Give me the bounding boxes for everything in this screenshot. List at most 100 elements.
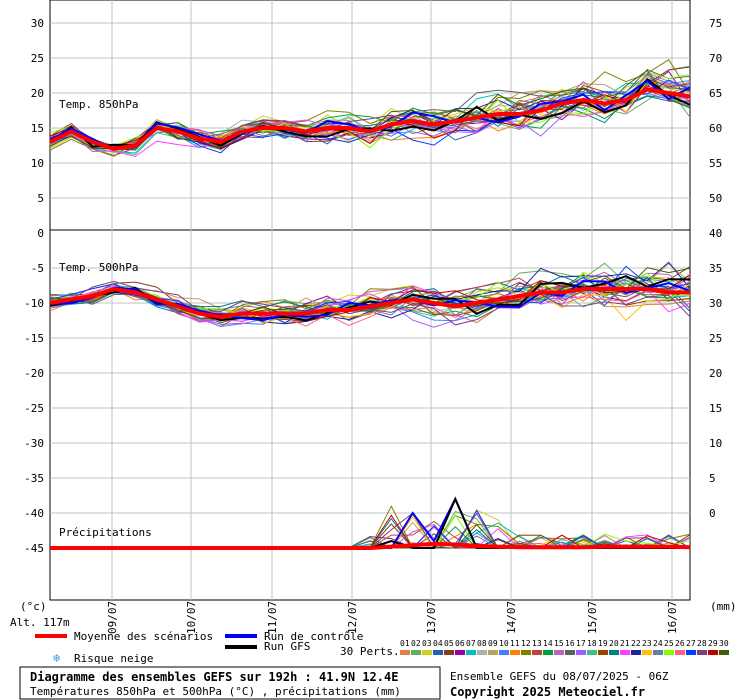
tick-left-850: 25: [31, 52, 44, 65]
pert-number: 08: [477, 639, 487, 648]
pert-number: 12: [521, 639, 531, 648]
pert-number: 30: [719, 639, 729, 648]
legend-control: Run de contrôle: [264, 630, 363, 643]
pert-swatch: [466, 650, 476, 655]
pert-number: 24: [653, 639, 663, 648]
tick-left-500: -30: [24, 437, 44, 450]
pert-swatch: [642, 650, 652, 655]
pert-swatch: [697, 650, 707, 655]
label-precip: Précipitations: [59, 526, 152, 539]
precip-mean-line: [50, 541, 691, 550]
pert-number: 14: [543, 639, 553, 648]
tick-right-850: 50: [709, 192, 722, 205]
pert-swatch: [565, 650, 575, 655]
legend-snow: Risque neige: [74, 652, 153, 665]
pert-number: 13: [532, 639, 542, 648]
tick-right-850: 65: [709, 87, 722, 100]
pert-swatch: [708, 650, 718, 655]
unit-right: (mm): [710, 600, 737, 613]
pert-swatch: [532, 650, 542, 655]
legend-control-swatch: [225, 634, 257, 638]
footer-run: Ensemble GEFS du 08/07/2025 - 06Z: [450, 670, 669, 683]
pert-swatch: [609, 650, 619, 655]
pert-number: 15: [554, 639, 564, 648]
tick-right-850: 55: [709, 157, 722, 170]
pert-number: 19: [598, 639, 608, 648]
plot-frame: [49, 0, 691, 601]
pert-swatch: [400, 650, 410, 655]
tick-left-850: 0: [37, 227, 44, 240]
pert-number: 25: [664, 639, 674, 648]
pert-number: 05: [444, 639, 454, 648]
pert-swatch: [554, 650, 564, 655]
snowflake-icon: ❄: [53, 651, 60, 665]
pert-swatches: [400, 650, 729, 655]
tick-left-850: 10: [31, 157, 44, 170]
pert-swatch: [653, 650, 663, 655]
pert-number: 28: [697, 639, 707, 648]
tick-right-500: 40: [709, 227, 722, 240]
pert-number: 02: [411, 639, 421, 648]
tick-left-850: 15: [31, 122, 44, 135]
legend-gfs-swatch: [225, 645, 257, 649]
footer-copyright: Copyright 2025 Meteociel.fr: [450, 685, 645, 699]
tick-right-500: 35: [709, 262, 722, 275]
x-tick-label: 10/07: [185, 601, 198, 634]
tick-left-500: -45: [24, 542, 44, 555]
pert-number: 27: [686, 639, 696, 648]
tick-right-850: 60: [709, 122, 722, 135]
pert-swatch: [686, 650, 696, 655]
tick-right-500: 5: [709, 472, 716, 485]
pert-number: 09: [488, 639, 498, 648]
altitude: Alt. 117m: [10, 616, 70, 629]
tick-left-500: -25: [24, 402, 44, 415]
tick-right-850: 70: [709, 52, 722, 65]
pert-swatch: [576, 650, 586, 655]
pert-swatch: [477, 650, 487, 655]
footer-subtitle: Températures 850hPa et 500hPa (°C) , pré…: [30, 685, 401, 698]
t500-member-line: [49, 272, 691, 318]
tick-left-850: 5: [37, 192, 44, 205]
pert-number: 06: [455, 639, 465, 648]
pert-swatch: [510, 650, 520, 655]
tick-right-500: 10: [709, 437, 722, 450]
x-tick-label: 13/07: [425, 601, 438, 634]
pert-swatch: [631, 650, 641, 655]
pert-number: 17: [576, 639, 586, 648]
x-tick-label: 12/07: [346, 601, 359, 634]
tick-left-500: -35: [24, 472, 44, 485]
pert-number: 29: [708, 639, 718, 648]
unit-left: (°c): [20, 600, 47, 613]
t500-member-line: [49, 280, 691, 326]
pert-swatch: [587, 650, 597, 655]
pert-swatch: [499, 650, 509, 655]
tick-left-850: 20: [31, 87, 44, 100]
pert-number: 11: [510, 639, 520, 648]
pert-swatch: [444, 650, 454, 655]
pert-swatch: [433, 650, 443, 655]
pert-swatch: [411, 650, 421, 655]
tick-left-500: -5: [31, 262, 44, 275]
tick-left-500: -15: [24, 332, 44, 345]
tick-left-850: 30: [31, 17, 44, 30]
tick-right-500: 30: [709, 297, 722, 310]
x-tick-label: 14/07: [505, 601, 518, 634]
tick-right-500: 15: [709, 402, 722, 415]
pert-number: 16: [565, 639, 575, 648]
pert-number: 20: [609, 639, 619, 648]
footer-box: [19, 666, 441, 700]
tick-left-500: -20: [24, 367, 44, 380]
pert-number: 18: [587, 639, 597, 648]
tick-right-850: 75: [709, 17, 722, 30]
pert-swatch: [598, 650, 608, 655]
pert-swatch: [664, 650, 674, 655]
tick-left-500: -10: [24, 297, 44, 310]
pert-swatch: [719, 650, 729, 655]
pert-number: 07: [466, 639, 476, 648]
pert-number: 01: [400, 639, 410, 648]
tick-right-500: 25: [709, 332, 722, 345]
x-tick-label: 15/07: [586, 601, 599, 634]
label-850: Temp. 850hPa: [59, 98, 138, 111]
pert-number: 03: [422, 639, 432, 648]
x-tick-label: 16/07: [666, 601, 679, 634]
